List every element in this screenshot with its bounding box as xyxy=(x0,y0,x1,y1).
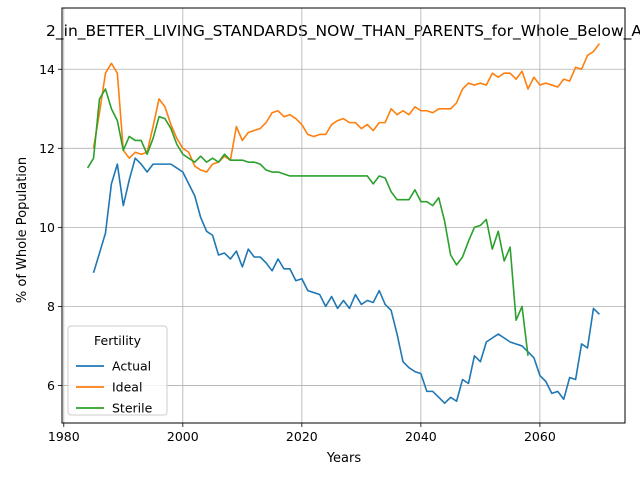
series-line-sterile xyxy=(86,88,529,356)
legend-box xyxy=(67,325,168,416)
x-tick-label: 2020 xyxy=(286,429,318,444)
y-tick-label: 6 xyxy=(47,378,55,393)
plot-frame xyxy=(61,7,626,424)
axis-ticks: 1980 2000 2020 2040 2060 6 8 10 12 14 xyxy=(39,62,556,444)
grid xyxy=(62,8,625,423)
series-line-ideal xyxy=(92,43,601,173)
legend-label-ideal: Ideal xyxy=(112,380,142,395)
legend-label-actual: Actual xyxy=(112,359,151,374)
x-tick-label: 2000 xyxy=(167,429,199,444)
legend-label-sterile: Sterile xyxy=(112,401,153,416)
chart-title: 2_in_BETTER_LIVING_STANDARDS_NOW_THAN_PA… xyxy=(46,22,640,41)
x-tick-label: 2040 xyxy=(405,429,437,444)
legend-title: Fertility xyxy=(94,333,142,348)
x-axis-label: Years xyxy=(326,451,362,466)
y-tick-label: 12 xyxy=(39,141,55,156)
series-line-actual xyxy=(92,157,600,405)
y-axis-label: % of Whole Population xyxy=(15,157,30,303)
x-tick-label: 1980 xyxy=(48,429,80,444)
legend: Fertility Actual Ideal Sterile xyxy=(67,325,168,416)
x-tick-label: 2060 xyxy=(524,429,556,444)
y-tick-label: 14 xyxy=(39,62,55,77)
y-tick-label: 8 xyxy=(47,299,55,314)
y-tick-label: 10 xyxy=(39,220,55,235)
series-layer xyxy=(86,43,601,405)
